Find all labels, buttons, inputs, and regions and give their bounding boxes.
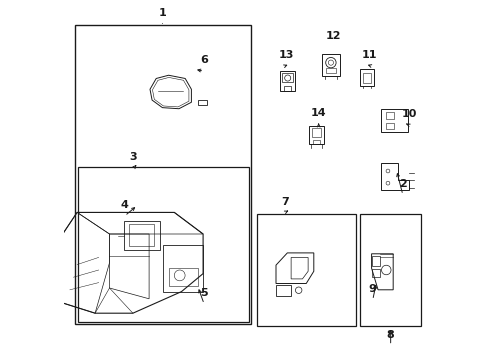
Bar: [359, 214, 420, 326]
Text: 7: 7: [281, 197, 288, 207]
Bar: [385, 112, 393, 120]
Bar: [322, 54, 339, 76]
Bar: [359, 69, 373, 86]
Text: 10: 10: [401, 109, 416, 120]
Bar: [78, 167, 249, 322]
Bar: [168, 268, 197, 286]
Bar: [312, 140, 320, 144]
Bar: [371, 269, 379, 277]
Text: 11: 11: [361, 50, 377, 60]
Text: 5: 5: [200, 288, 207, 298]
Text: 6: 6: [200, 55, 208, 66]
Bar: [163, 245, 203, 292]
Text: 9: 9: [368, 284, 376, 294]
Bar: [311, 127, 321, 137]
Bar: [381, 109, 407, 132]
Bar: [282, 73, 292, 82]
Bar: [257, 214, 355, 326]
Text: 1: 1: [158, 8, 166, 18]
Bar: [75, 25, 250, 324]
Bar: [129, 224, 154, 246]
Text: 2: 2: [398, 179, 406, 189]
Bar: [385, 123, 393, 129]
Bar: [197, 100, 206, 105]
Bar: [280, 71, 295, 91]
Text: 4: 4: [121, 200, 128, 210]
Text: 12: 12: [325, 31, 341, 41]
Bar: [371, 256, 379, 266]
Text: 13: 13: [278, 50, 293, 60]
Bar: [362, 73, 370, 82]
Bar: [284, 86, 291, 91]
Text: 3: 3: [129, 152, 137, 162]
Bar: [308, 126, 324, 144]
Text: 8: 8: [386, 330, 394, 340]
Text: 14: 14: [310, 108, 326, 118]
Bar: [123, 221, 160, 250]
Bar: [325, 68, 335, 73]
